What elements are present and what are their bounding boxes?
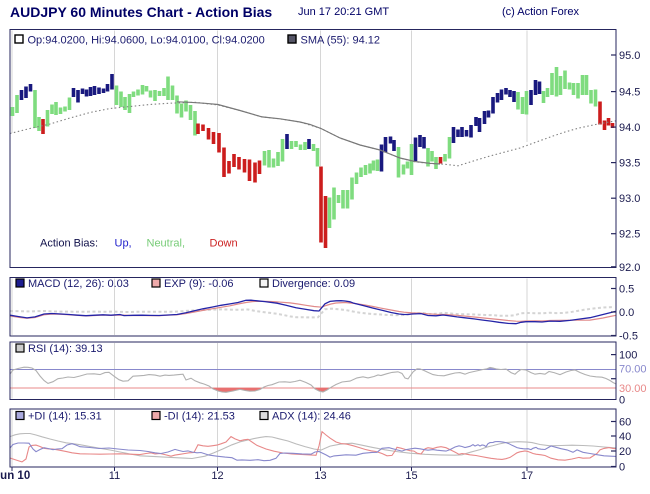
svg-text:95.0: 95.0 [619, 50, 640, 62]
svg-text:Up,: Up, [115, 238, 132, 250]
svg-text:EXP (9): -0.06: EXP (9): -0.06 [164, 278, 234, 290]
svg-text:0.5: 0.5 [619, 284, 634, 296]
svg-text:60: 60 [619, 417, 631, 429]
svg-text:MACD (12, 26): 0.03: MACD (12, 26): 0.03 [28, 278, 129, 290]
svg-text:SMA (55): 94.12: SMA (55): 94.12 [301, 35, 381, 47]
svg-text:92.0: 92.0 [619, 262, 640, 274]
svg-text:0: 0 [619, 462, 625, 474]
svg-text:Divergence: 0.09: Divergence: 0.09 [272, 278, 355, 290]
svg-text:17: 17 [521, 470, 533, 482]
svg-text:93.5: 93.5 [619, 158, 640, 170]
svg-text:Neutral,: Neutral, [147, 238, 186, 250]
svg-text:92.5: 92.5 [619, 229, 640, 241]
svg-text:12: 12 [211, 470, 223, 482]
svg-text:30.00: 30.00 [619, 383, 647, 395]
svg-text:Action Bias:: Action Bias: [40, 238, 98, 250]
svg-text:100: 100 [619, 350, 637, 362]
svg-text:Jun 10: Jun 10 [0, 470, 30, 482]
svg-text:11: 11 [109, 470, 120, 482]
svg-text:40: 40 [619, 431, 631, 443]
svg-text:ADX (14): 24.46: ADX (14): 24.46 [272, 411, 351, 423]
svg-text:-DI (14): 21.53: -DI (14): 21.53 [164, 411, 235, 423]
svg-text:0.0: 0.0 [619, 307, 634, 319]
svg-text:15: 15 [405, 470, 417, 482]
svg-text:RSI (14): 39.13: RSI (14): 39.13 [28, 343, 103, 355]
svg-text:-0.5: -0.5 [619, 331, 638, 343]
svg-text:(c) Action Forex: (c) Action Forex [502, 6, 580, 18]
svg-text:70.00: 70.00 [619, 363, 647, 375]
svg-text:Op:94.0200, Hi:94.0600, Lo:94.: Op:94.0200, Hi:94.0600, Lo:94.0100, Cl:9… [28, 35, 265, 47]
svg-text:94.5: 94.5 [619, 87, 640, 99]
svg-text:94.0: 94.0 [619, 122, 640, 134]
svg-text:Jun 17 20:21 GMT: Jun 17 20:21 GMT [298, 6, 389, 18]
svg-text:13: 13 [314, 470, 326, 482]
svg-text:93.0: 93.0 [619, 193, 640, 205]
svg-text:+DI (14): 15.31: +DI (14): 15.31 [28, 411, 102, 423]
svg-text:AUDJPY 60 Minutes Chart - Acti: AUDJPY 60 Minutes Chart - Action Bias [10, 4, 272, 20]
svg-text:Down: Down [210, 238, 238, 250]
svg-text:20: 20 [619, 446, 631, 458]
svg-text:0: 0 [619, 394, 625, 406]
